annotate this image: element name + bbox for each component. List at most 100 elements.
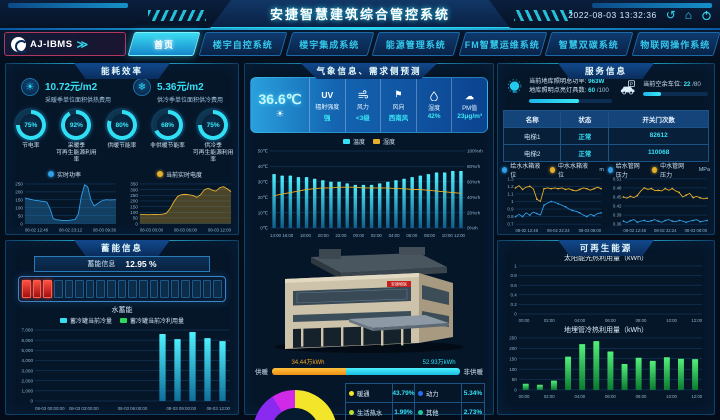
wind-icon (358, 89, 368, 101)
chart-pipe-pressure[interactable]: 0.36 0.39 0.42 0.45 0.48 0.51 08-02 12:48 08-02… (608, 176, 710, 234)
weather-item-name: PM值 (462, 106, 478, 112)
panel-service-info: 服务信息 当前地库照明总功率: 963W 地库照明点亮灯具数: 60 /100 (497, 63, 715, 235)
legend-realtime-power: 实时功率 (10, 169, 119, 180)
svg-text:0.42: 0.42 (613, 203, 622, 208)
svg-text:40%rh: 40%rh (467, 195, 481, 200)
battery-cell (43, 280, 52, 298)
energy-stats: ☀ 10.72元/m2 采暖季单位面积供热费用 ❄ 5.36元/m2 供冷季单位面积供冷费… (6, 64, 238, 106)
panel-title-storage: 蓄能信息 (74, 240, 170, 256)
svg-text:0.8: 0.8 (510, 273, 517, 278)
weather-item-湿度: 湿度 42% (415, 78, 452, 132)
table-cell: 110068 (608, 143, 709, 162)
storage-badge: 蓄能信息 12.95 % (34, 256, 210, 272)
svg-text:20℃: 20℃ (258, 195, 269, 200)
svg-text:2,000: 2,000 (22, 378, 34, 383)
chart-solar-heat[interactable]: 0 0.2 0.4 0.6 0.8 1 00:00 02:00 04:00 06:00 08:00 1… (498, 263, 714, 324)
svg-text:0.4: 0.4 (510, 292, 517, 297)
nav-tab-5[interactable]: FM智慧运维系统 (458, 32, 547, 56)
panel-title-service: 服务信息 (558, 63, 654, 79)
breakdown-name: 生活热水 (346, 403, 393, 420)
svg-text:06:00: 06:00 (406, 233, 418, 238)
home-icon[interactable]: ⌂ (684, 8, 692, 22)
heating-label: 供暖 (255, 369, 268, 376)
chart-storage-tank[interactable]: 0 1,000 2,000 3,000 4,000 5,000 6,000 7,000 08-0… (6, 326, 238, 412)
chart-temp-humidity[interactable]: 0℃ 10℃ 20℃ 30℃ 40℃ 50℃ 0%rh 20%rh 40%rh 60%rh 80%r… (245, 147, 493, 239)
nav-tab-label: 楼宇自控系统 (212, 39, 273, 50)
battery-cell (96, 280, 105, 298)
nav-tab-1[interactable]: 首页 (127, 32, 201, 56)
energy-stat: ☀ 10.72元/m2 采暖季单位面积供热费用 (20, 78, 111, 104)
nav-tab-2[interactable]: 楼宇自控系统 (198, 32, 287, 56)
chart-tank-level[interactable]: 0.7 0.8 0.9 1 1.1 1.2 1.3 08-02 12:48 08-02 22:2… (502, 176, 604, 234)
table-row: 暖通 43.79% 动力 5.34% (346, 384, 484, 403)
gauge-ring: 75% (15, 110, 46, 140)
nav-tab-label: FM智慧运维系统 (464, 39, 540, 50)
svg-text:80%rh: 80%rh (467, 164, 481, 169)
chart-realtime-energy[interactable]: 0 50 100 150 200 250 300 350 08-03 00:00 08-03 06… (125, 180, 234, 234)
legend-tank-level: 给水水箱液位 中水水箱液位 m (502, 164, 604, 179)
svg-text:1,000: 1,000 (22, 389, 34, 394)
svg-text:08-02 23:12: 08-02 23:12 (59, 227, 83, 232)
svg-text:08-02 12:48: 08-02 12:48 (623, 227, 646, 232)
svg-text:P: P (629, 82, 632, 87)
gauge-value: 75% (202, 114, 225, 136)
svg-text:0.36: 0.36 (613, 221, 622, 226)
svg-text:08-02 22:24: 08-02 22:24 (654, 227, 677, 232)
svg-text:12:00: 12:00 (454, 233, 466, 238)
ground-chart-title: 地埋管冷热利用量（kWh） (564, 326, 648, 334)
nav-tab-4[interactable]: 能源管理系统 (371, 32, 460, 56)
legend-item: 中水管网压力 (652, 161, 688, 179)
table-cell: 82612 (608, 126, 709, 145)
power-icon[interactable] (701, 10, 712, 21)
svg-text:200: 200 (15, 189, 23, 194)
nav-tab-6[interactable]: 智慧双碳系统 (544, 32, 633, 56)
weather-item-value: 西南风 (388, 114, 409, 122)
breakdown-name: 动力 (415, 384, 462, 402)
table-header: 状态 (560, 109, 610, 128)
battery-cell (138, 280, 148, 298)
energy-gauges: 75% 节电率 92% 采暖季 可再生能源利用率 80% 供暖节能率 68% 非供暖节能率 75… (6, 106, 238, 165)
stat-value: 5.36元/m2 (156, 82, 204, 93)
lighting-power-label: 当前地库照明总功率: (529, 78, 587, 85)
weather-items: UV 辐射强度强风力 <3级 ⚑ 风向 西南风 湿度 42% ☁ PM值 23μg/m³ (309, 78, 487, 132)
heating-split-bar: 34.44万kWh 52.93万kWh 供暖 非供暖 (255, 357, 483, 379)
legend-item: 蓄冷罐当前冷量 (59, 316, 112, 325)
energy-donut-chart[interactable]: 43.8% 暖通 (253, 389, 337, 420)
battery-cell (202, 280, 212, 298)
parking-label: 当前空余车位: (643, 81, 682, 88)
non-heating-segment (345, 367, 460, 375)
svg-text:16:00: 16:00 (282, 233, 294, 238)
svg-text:1.3: 1.3 (507, 176, 514, 181)
back-icon[interactable]: ↺ (665, 8, 676, 22)
chart-realtime-power[interactable]: 0 50 100 150 200 250 08-02 12:48 08-02 23:12 08-… (10, 180, 119, 234)
lighting-progress (529, 98, 612, 103)
weather-item-name: 风力 (356, 104, 369, 111)
legend-item: 蓄冷罐当前冷利用量 (120, 316, 184, 325)
svg-text:40℃: 40℃ (258, 164, 269, 169)
nav-tab-label: 能源管理系统 (385, 39, 446, 50)
svg-text:0: 0 (30, 399, 33, 404)
svg-text:0.39: 0.39 (613, 212, 622, 217)
svg-text:04:00: 04:00 (574, 394, 585, 399)
svg-text:08-03 03:00:00: 08-03 03:00:00 (69, 406, 99, 411)
svg-text:08:00: 08:00 (636, 318, 647, 323)
legend-realtime-energy: 当前实时电度 (125, 169, 234, 180)
logo[interactable]: AJ-IBMS ≫ (4, 32, 126, 56)
chart-ground-heat[interactable]: 0 50 100 150 200 250 00:00 02:00 04:00 06:00 08:00… (498, 335, 714, 400)
table-row[interactable]: 电梯2 正常 110068 (502, 143, 709, 162)
sun-icon: ☀ (275, 108, 285, 120)
svg-text:06:00: 06:00 (605, 394, 616, 399)
hatch-stripes-right (514, 10, 572, 21)
nav-tab-3[interactable]: 楼宇集成系统 (285, 32, 374, 56)
heating-segment (272, 367, 346, 375)
building-3d-view[interactable]: 安捷物联 (249, 239, 489, 355)
legend-marker (608, 167, 613, 174)
nav-tab-7[interactable]: 物联网操作系统 (631, 32, 720, 56)
battery-cell (181, 280, 190, 298)
gauge-value: 75% (19, 114, 42, 136)
lighting-count-value: 60 (588, 87, 596, 95)
breakdown-value: 2.73% (463, 408, 483, 416)
legend-marker (549, 167, 555, 174)
table-row[interactable]: 电梯1 正常 82612 (502, 126, 709, 145)
